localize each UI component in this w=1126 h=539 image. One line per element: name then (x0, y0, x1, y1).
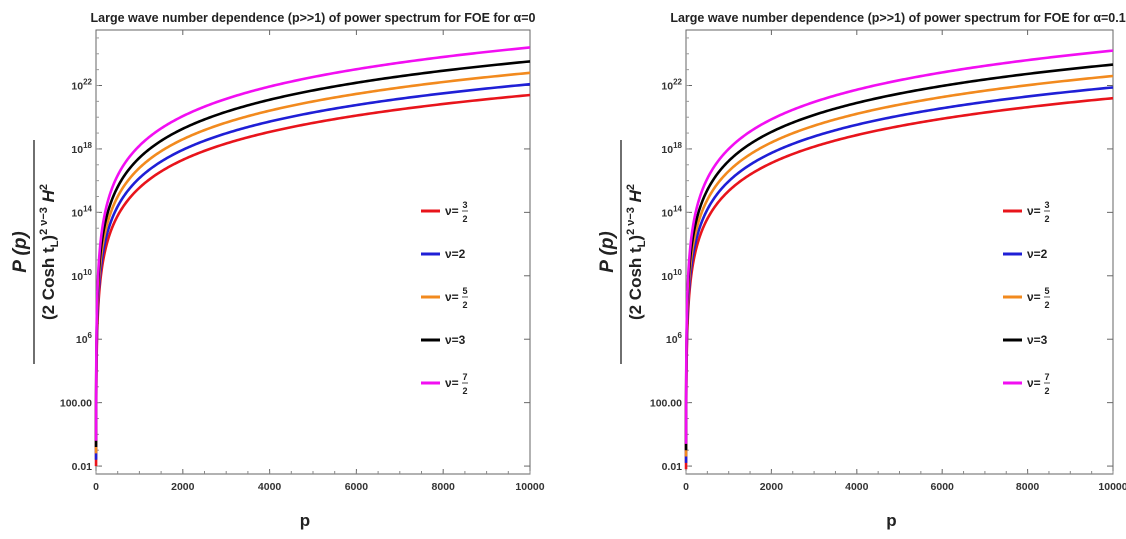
legend-label: ν=3 (445, 333, 466, 347)
y-label-numerator: P (p) (10, 231, 31, 273)
series-line (684, 49, 1114, 444)
series-line (684, 86, 1114, 463)
legend-label: ν= (1027, 376, 1041, 390)
legend-label: ν= (445, 290, 459, 304)
legend-frac-num: 7 (1044, 372, 1049, 382)
y-tick-label: 1010 (661, 268, 682, 283)
x-tick-label: 6000 (345, 481, 369, 493)
x-tick-label: 4000 (258, 481, 282, 493)
y-tick-label: 1018 (71, 141, 92, 156)
series-line (94, 82, 531, 460)
series-line (684, 63, 1114, 451)
y-tick-label: 100.00 (650, 398, 682, 410)
chart-2: Large wave number dependence (p>>1) of p… (597, 11, 1126, 530)
y-axis-label: P (p) (2 Cosh tL)2 ν−3 H2 (597, 140, 648, 364)
legend-frac-den: 2 (462, 214, 467, 224)
y-tick-label: 100.00 (60, 398, 92, 410)
y-tick-label: 0.01 (72, 461, 93, 473)
x-tick-label: 10000 (515, 481, 544, 493)
x-tick-label: 2000 (171, 481, 195, 493)
legend-frac-den: 2 (462, 300, 467, 310)
series-line (94, 71, 531, 454)
chart-title: Large wave number dependence (p>>1) of p… (91, 11, 536, 25)
y-label-numerator: P (p) (597, 231, 618, 273)
y-tick-label: 1022 (71, 78, 92, 93)
x-tick-label: 0 (93, 481, 99, 493)
y-label-denominator: (2 Cosh tL)2 ν−3 H2 (625, 184, 648, 320)
legend-label: ν=2 (445, 247, 466, 261)
legend: ν= 32ν=2ν= 52ν=3ν= 72 (1003, 200, 1050, 396)
y-label-denominator: (2 Cosh tL)2 ν−3 H2 (38, 184, 61, 320)
y-tick-label: 1018 (661, 141, 682, 156)
y-tick-label: 1014 (71, 204, 92, 219)
legend-label: ν=2 (1027, 247, 1048, 261)
series-line (94, 60, 531, 448)
legend-frac-num: 5 (1044, 286, 1049, 296)
legend-frac-den: 2 (462, 386, 467, 396)
x-tick-label: 0 (683, 481, 689, 493)
legend-frac-num: 5 (462, 286, 467, 296)
x-tick-label: 8000 (432, 481, 456, 493)
y-tick-label: 1022 (661, 78, 682, 93)
plot-frame (685, 29, 1114, 475)
legend-frac-den: 2 (1044, 214, 1049, 224)
legend-label: ν= (445, 204, 459, 218)
legend-label: ν=3 (1027, 333, 1048, 347)
chart-1: Large wave number dependence (p>>1) of p… (10, 11, 545, 530)
x-tick-label: 2000 (760, 481, 784, 493)
legend-frac-den: 2 (1044, 386, 1049, 396)
legend-frac-num: 3 (462, 200, 467, 210)
y-axis-label: P (p) (2 Cosh tL)2 ν−3 H2 (10, 140, 61, 364)
y-tick-label: 1010 (71, 268, 92, 283)
legend-frac-num: 3 (1044, 200, 1049, 210)
series-line (94, 93, 531, 467)
x-tick-label: 10000 (1098, 481, 1126, 493)
y-tick-label: 106 (666, 331, 683, 346)
y-tick-label: 106 (76, 331, 93, 346)
x-tick-label: 4000 (845, 481, 869, 493)
series-line (684, 96, 1114, 470)
y-tick-label: 0.01 (662, 461, 683, 473)
legend-frac-num: 7 (462, 372, 467, 382)
legend-label: ν= (1027, 290, 1041, 304)
series-line (684, 74, 1114, 457)
series-line (94, 46, 531, 441)
legend-label: ν= (445, 376, 459, 390)
legend-label: ν= (1027, 204, 1041, 218)
y-tick-label: 1014 (661, 204, 682, 219)
x-axis-label: p (300, 511, 310, 530)
x-tick-label: 8000 (1016, 481, 1040, 493)
chart-title: Large wave number dependence (p>>1) of p… (670, 11, 1125, 25)
legend: ν= 32ν=2ν= 52ν=3ν= 72 (421, 200, 468, 396)
x-axis-label: p (886, 511, 896, 530)
x-tick-label: 6000 (931, 481, 955, 493)
legend-frac-den: 2 (1044, 300, 1049, 310)
